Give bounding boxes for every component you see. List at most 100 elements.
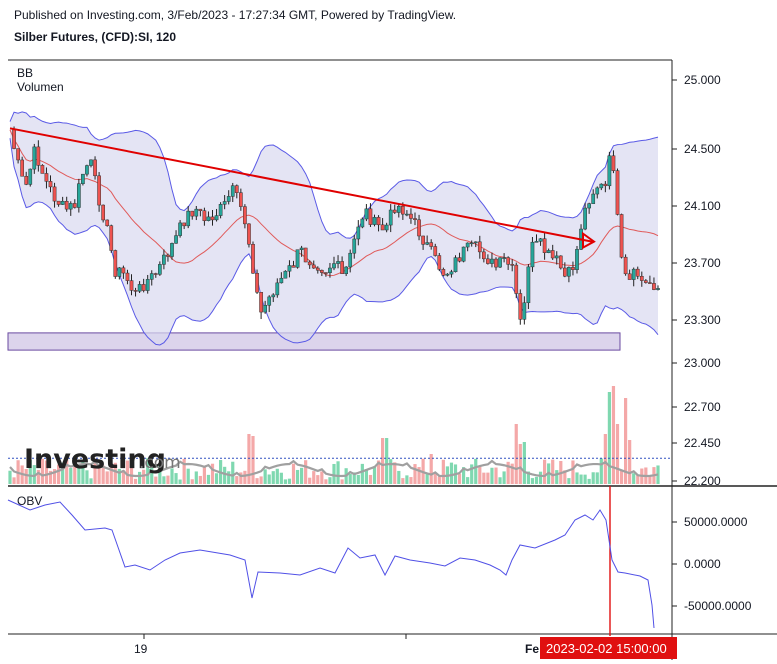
volume-bar — [368, 474, 373, 484]
candle-body — [425, 242, 429, 245]
volume-bar — [628, 440, 632, 484]
volume-bar — [486, 472, 490, 484]
candle-body — [222, 201, 227, 205]
volume-bar — [518, 444, 522, 484]
candle-body — [599, 183, 604, 189]
volume-bar — [389, 459, 393, 484]
candle-body — [20, 159, 24, 177]
candle-body — [263, 305, 267, 313]
candle-body — [449, 271, 454, 275]
candle-body — [542, 238, 547, 253]
volume-bar — [543, 459, 547, 484]
candle-body — [639, 275, 644, 281]
candle-body — [469, 242, 474, 245]
volume-bar — [214, 473, 219, 484]
candle-body — [315, 267, 320, 271]
candle-body — [72, 203, 77, 208]
band-basis — [9, 129, 659, 277]
volume-bar — [409, 477, 413, 484]
obv-line — [7, 499, 655, 629]
candle-body — [311, 264, 316, 269]
volume-bar — [474, 458, 478, 484]
volume-bar — [52, 469, 57, 484]
volume-ma — [9, 459, 659, 478]
volume-bar — [514, 424, 518, 484]
candle-body — [287, 265, 292, 272]
candle-body — [332, 263, 336, 269]
volume-bar — [182, 458, 186, 484]
candle-body — [16, 148, 20, 161]
volume-bar — [429, 454, 433, 484]
candle-body — [259, 292, 263, 313]
candle-body — [603, 183, 608, 187]
volume-bar — [510, 463, 514, 484]
band-upper — [9, 111, 659, 239]
candle-body — [518, 293, 523, 320]
volume-label: Volumen — [17, 80, 64, 94]
candle-body — [133, 290, 138, 292]
volume-bar — [320, 471, 324, 484]
volume-bar — [575, 472, 579, 484]
candle-body — [85, 165, 89, 175]
volume-bar — [336, 461, 340, 484]
candle-body — [563, 267, 567, 277]
candle-body — [615, 170, 620, 215]
volume-bar — [551, 459, 555, 484]
volume-bar — [105, 471, 109, 484]
volume-bar — [636, 474, 640, 484]
candle-body — [48, 181, 53, 188]
volume-bar — [57, 464, 61, 484]
volume-bar — [255, 478, 259, 484]
volume-bar — [243, 470, 247, 484]
x-tick-19: 19 — [134, 642, 148, 656]
candle-body — [514, 264, 519, 294]
candle-body — [68, 203, 73, 210]
obv-axis[interactable]: 50000.0000 0.0000 -50000.0000 — [672, 515, 752, 613]
candle-body — [627, 273, 632, 280]
candle-body — [24, 175, 29, 185]
candle-body — [401, 206, 405, 215]
volume-bar — [259, 476, 263, 484]
candle-body — [36, 146, 41, 166]
candle-body — [149, 273, 154, 280]
candle-body — [93, 159, 97, 177]
candle-body — [583, 207, 587, 230]
candle-body — [591, 193, 596, 204]
price-axis[interactable]: 25.000 24.500 24.100 23.700 23.300 23.000 22.7… — [672, 73, 721, 488]
volume-bar — [611, 386, 616, 484]
volume-bar — [385, 438, 389, 484]
candle-body — [324, 272, 328, 274]
volume-bar — [158, 465, 162, 484]
volume-bar — [571, 460, 575, 484]
volume-bar — [441, 459, 445, 484]
candle-body — [198, 208, 203, 211]
candle-body — [279, 277, 284, 284]
volume-bar — [287, 478, 292, 484]
volume-bar — [89, 478, 93, 484]
candle-body — [465, 242, 470, 248]
candle-body — [477, 241, 482, 253]
volume-bar — [166, 475, 170, 484]
trendline[interactable] — [9, 127, 593, 243]
candle-body — [652, 283, 656, 290]
volume-bar — [437, 476, 441, 484]
candle-body — [234, 185, 239, 193]
volume-bar — [40, 458, 44, 484]
volume-bar — [417, 467, 421, 484]
volume-bar — [271, 471, 275, 484]
candle-body — [137, 284, 142, 292]
candle-body — [595, 187, 600, 195]
volume-bar — [615, 424, 620, 484]
volume-bar — [194, 471, 198, 484]
volume-bar — [77, 466, 81, 484]
candle-body — [267, 296, 272, 306]
volume-bar — [538, 471, 543, 484]
volume-bar — [73, 458, 77, 484]
candle-body — [77, 183, 81, 208]
time-axis[interactable]: 19 Fe 2023-02-02 15:00:00 — [134, 634, 677, 659]
volume-bar — [534, 476, 539, 484]
candle-body — [190, 210, 195, 217]
candle-body — [101, 204, 106, 221]
band-fill — [10, 111, 658, 345]
